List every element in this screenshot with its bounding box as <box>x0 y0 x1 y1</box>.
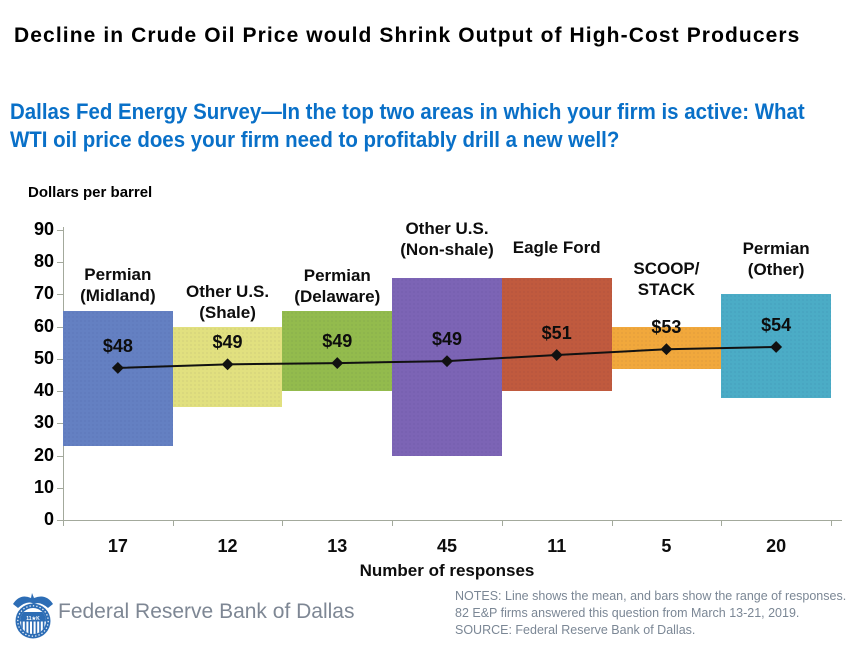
response-count-label-1: 12 <box>217 536 238 556</box>
response-count-label-3: 45 <box>436 536 458 556</box>
x-tick-mark <box>831 520 832 526</box>
subtitle-line-1: Dallas Fed Energy Survey—In the top two … <box>10 99 805 124</box>
range-bar-2 <box>282 310 393 392</box>
y-tick-mark <box>57 487 63 489</box>
mean-marker-diamond <box>111 361 124 374</box>
region-label-line: (Delaware) <box>294 286 381 306</box>
y-tick-mark <box>57 520 63 521</box>
footer-org-name: Federal Reserve Bank of Dallas <box>58 600 355 623</box>
range-bar-0 <box>63 310 173 446</box>
mean-value-label-6: $54 <box>761 314 792 335</box>
eagle-seal-icon: 11★K <box>13 593 53 639</box>
range-bar-4 <box>501 278 612 392</box>
notes-line-2: 82 E&P firms answered this question from… <box>455 605 800 620</box>
mean-value-label-4: $51 <box>541 323 572 344</box>
survey-question-subtitle: Dallas Fed Energy Survey—In the top two … <box>10 98 855 154</box>
mean-value-label-5: $53 <box>651 317 682 338</box>
y-tick-mark <box>57 294 63 296</box>
y-tick-label-50: 50 <box>33 347 54 368</box>
subtitle-line-2: WTI oil price does your firm need to pro… <box>10 127 620 153</box>
svg-text:11★K: 11★K <box>26 616 40 622</box>
x-tick-mark <box>63 520 64 526</box>
mean-value-label-0: $48 <box>102 335 133 356</box>
y-tick-mark <box>57 230 63 231</box>
region-label-line: Permian <box>303 266 371 286</box>
region-label-line: Other U.S. <box>405 218 489 238</box>
response-count-label-2: 13 <box>327 536 348 556</box>
region-label-line: SCOOP/ <box>633 259 700 279</box>
mean-marker-diamond <box>441 355 453 368</box>
slide-title: Decline in Crude Oil Price would Shrink … <box>14 24 801 47</box>
region-label-3: Other U.S. (Non-shale) <box>362 219 532 260</box>
federal-reserve-seal-logo: 11★K <box>11 590 55 647</box>
region-label-line: Permian <box>742 238 810 258</box>
response-count-label-6: 20 <box>766 536 787 556</box>
y-axis-unit-label: Dollars per barrel <box>28 184 153 201</box>
region-label-5: SCOOP/STACK <box>581 259 751 300</box>
notes-line-1: NOTES: Line shows the mean, and bars sho… <box>455 589 847 603</box>
y-tick-mark <box>57 391 63 393</box>
region-label-6: Permian (Other) <box>691 239 855 280</box>
region-label-line: (Midland) <box>80 285 156 305</box>
y-tick-label-20: 20 <box>33 444 54 465</box>
mean-marker-diamond <box>331 357 344 370</box>
response-count-label-4: 11 <box>547 536 567 556</box>
chart-notes: NOTES: Line shows the mean, and bars sho… <box>455 588 855 638</box>
region-label-1: Other U.S. (Shale) <box>143 282 313 323</box>
region-label-0: Permian (Midland) <box>33 265 203 306</box>
region-label-line: (Shale) <box>199 302 256 322</box>
x-axis-title: Number of responses <box>359 561 535 580</box>
region-label-line: Eagle Ford <box>512 237 601 257</box>
y-tick-label-80: 80 <box>33 251 54 272</box>
range-bar-1 <box>172 326 283 408</box>
y-tick-label-70: 70 <box>33 283 54 304</box>
region-label-line: Permian <box>84 265 152 285</box>
y-tick-label-90: 90 <box>33 219 54 239</box>
x-tick-mark <box>611 520 613 526</box>
y-tick-mark <box>57 423 63 425</box>
x-tick-mark <box>392 520 394 526</box>
notes-line-3: SOURCE: Federal Reserve Bank of Dallas. <box>455 622 696 637</box>
x-axis-line <box>63 520 842 521</box>
response-count-label-0: 17 <box>107 536 128 556</box>
mean-value-label-2: $49 <box>322 331 353 352</box>
mean-marker-diamond <box>550 349 563 361</box>
region-label-line: Other U.S. <box>186 282 270 302</box>
mean-value-label-1: $49 <box>212 332 243 353</box>
y-tick-label-30: 30 <box>33 412 54 433</box>
y-tick-mark <box>57 326 63 328</box>
region-label-line: STACK <box>637 279 696 299</box>
mean-value-label-3: $49 <box>431 329 463 350</box>
x-tick-mark <box>282 520 284 526</box>
response-count-label-5: 5 <box>661 536 672 556</box>
mean-marker-diamond <box>770 341 783 353</box>
mean-marker-diamond <box>221 358 234 371</box>
x-tick-mark <box>172 520 174 526</box>
region-label-4: Eagle Ford <box>472 238 642 259</box>
region-label-2: Permian (Delaware) <box>252 266 422 307</box>
mean-marker-diamond <box>660 343 673 356</box>
y-tick-mark <box>57 455 63 457</box>
y-tick-mark <box>57 262 63 264</box>
y-tick-label-60: 60 <box>33 315 54 336</box>
region-label-line: (Other) <box>747 259 805 279</box>
x-tick-mark <box>721 520 723 526</box>
y-tick-label-10: 10 <box>33 476 54 497</box>
y-tick-label-0: 0 <box>43 509 54 529</box>
x-tick-mark <box>501 520 503 526</box>
region-label-line: (Non-shale) <box>400 239 494 259</box>
y-tick-mark <box>57 358 63 360</box>
y-tick-label-40: 40 <box>33 380 54 401</box>
